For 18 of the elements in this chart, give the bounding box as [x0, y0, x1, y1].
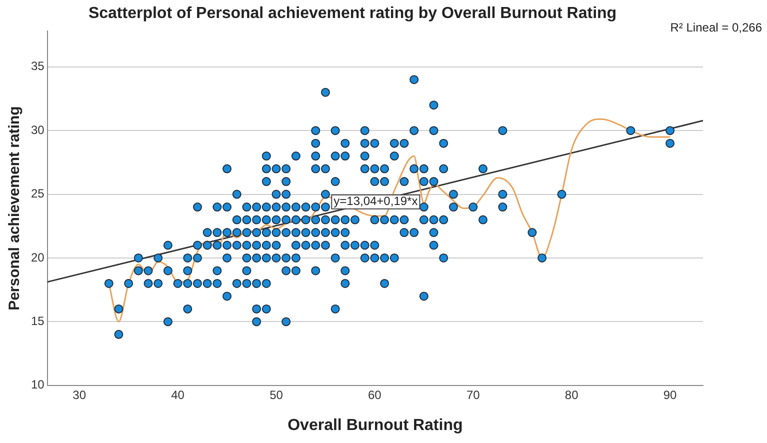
chart-title: Scatterplot of Personal achievement rating by Overall Burnout Rating: [88, 5, 617, 22]
y-tick-label: 25: [30, 186, 45, 201]
x-tick-label: 70: [466, 388, 480, 402]
x-tick-label: 60: [368, 388, 382, 402]
x-tick-label: 30: [72, 388, 86, 402]
annotation: y=13,04+0,19*x: [334, 194, 418, 208]
y-tick-label: 35: [30, 59, 45, 74]
x-tick-label: 80: [564, 388, 579, 402]
annotation: R² Lineal = 0,266: [670, 20, 762, 34]
x-axis-title: Overall Burnout Rating: [288, 416, 463, 434]
y-tick-label: 20: [30, 250, 45, 264]
x-tick-label: 90: [663, 388, 678, 402]
y-tick-label: 15: [30, 314, 45, 328]
y-tick-label: 30: [30, 122, 45, 137]
x-tick-label: 40: [171, 388, 185, 402]
x-tick-label: 50: [270, 388, 284, 402]
y-axis-title: Personal achievement rating: [6, 106, 24, 310]
y-tick-label: 10: [30, 378, 45, 392]
